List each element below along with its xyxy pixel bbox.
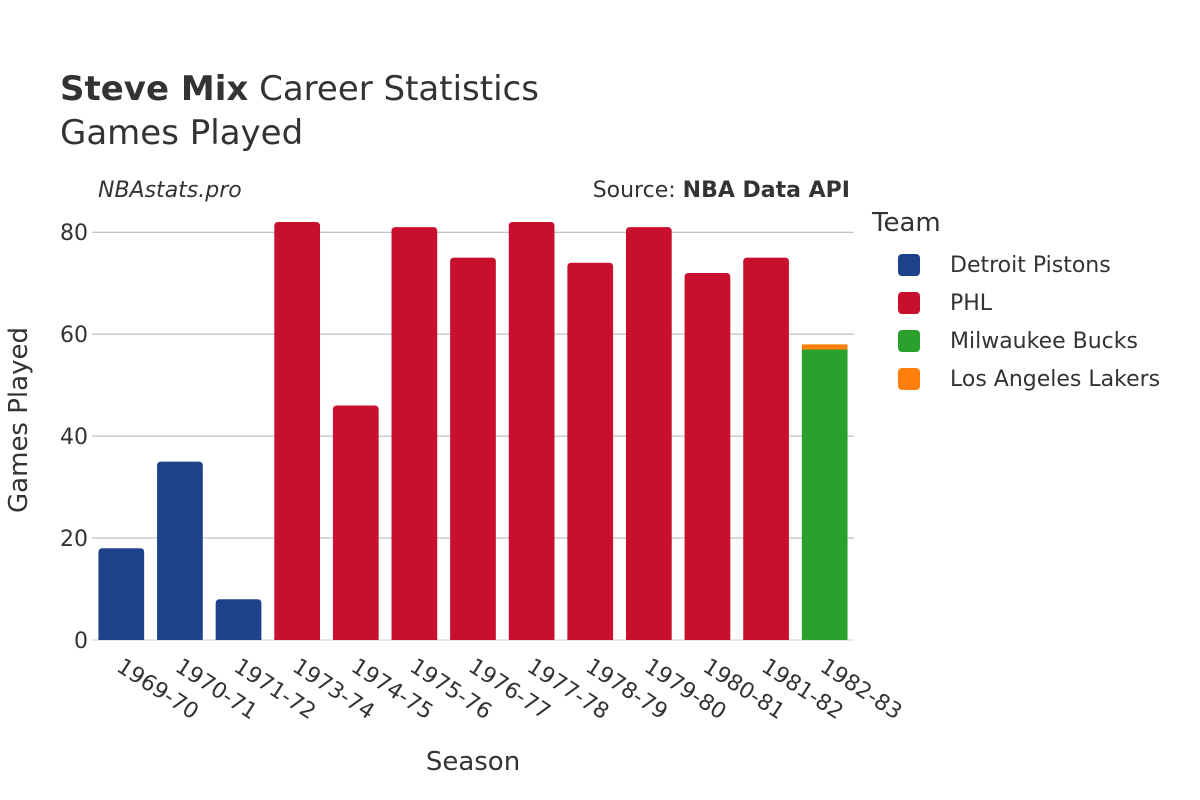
brand-label: NBAstats.pro bbox=[98, 178, 242, 203]
bar[interactable] bbox=[391, 227, 438, 640]
x-tick-labels: 1969-701970-711971-721973-741974-751975-… bbox=[112, 654, 906, 725]
y-tick-label: 40 bbox=[60, 425, 88, 450]
legend-item[interactable]: PHL bbox=[872, 284, 1160, 322]
y-tick-label: 60 bbox=[60, 323, 88, 348]
chart-subtitle: Games Played bbox=[60, 113, 304, 153]
chart-title: Steve Mix Career Statistics bbox=[60, 68, 539, 110]
legend-item[interactable]: Milwaukee Bucks bbox=[872, 322, 1160, 360]
bar[interactable] bbox=[625, 227, 672, 640]
bar[interactable] bbox=[801, 344, 848, 350]
y-axis-label: Games Played bbox=[4, 327, 34, 513]
bar[interactable] bbox=[508, 222, 555, 640]
y-tick-label: 20 bbox=[60, 527, 88, 552]
bars bbox=[98, 222, 848, 640]
bar[interactable] bbox=[743, 257, 789, 640]
title-rest: Career Statistics bbox=[248, 69, 539, 109]
y-tick-labels: 0 20 40 60 80 bbox=[60, 221, 88, 654]
x-axis-label: Season bbox=[426, 747, 520, 777]
y-tick-label: 80 bbox=[60, 221, 88, 246]
legend: Team Detroit Pistons PHL Milwaukee Bucks Lo… bbox=[872, 208, 1160, 398]
legend-swatch bbox=[898, 292, 920, 314]
player-name: Steve Mix bbox=[60, 69, 249, 109]
legend-item[interactable]: Los Angeles Lakers bbox=[872, 360, 1160, 398]
bar[interactable] bbox=[332, 405, 379, 640]
legend-items: Detroit Pistons PHL Milwaukee Bucks Los Ang… bbox=[872, 246, 1160, 398]
y-tick-label: 0 bbox=[74, 629, 88, 654]
source-label: Source: NBA Data API bbox=[593, 178, 850, 203]
source-prefix: Source: bbox=[592, 178, 683, 203]
legend-swatch bbox=[898, 330, 920, 352]
legend-label: PHL bbox=[950, 290, 993, 316]
bar[interactable] bbox=[157, 461, 203, 640]
legend-item[interactable]: Detroit Pistons bbox=[872, 246, 1160, 284]
bar[interactable] bbox=[98, 548, 145, 640]
legend-swatch bbox=[898, 254, 920, 276]
bar[interactable] bbox=[801, 349, 848, 640]
bar[interactable] bbox=[450, 257, 496, 640]
bar[interactable] bbox=[684, 272, 731, 640]
legend-label: Milwaukee Bucks bbox=[950, 328, 1138, 354]
bar[interactable] bbox=[274, 222, 321, 640]
legend-label: Los Angeles Lakers bbox=[950, 366, 1161, 392]
source-name: NBA Data API bbox=[682, 178, 850, 203]
bar[interactable] bbox=[567, 262, 614, 640]
legend-title: Team bbox=[872, 208, 941, 238]
bar[interactable] bbox=[215, 599, 262, 640]
legend-swatch bbox=[898, 368, 920, 390]
legend-label: Detroit Pistons bbox=[950, 252, 1111, 278]
